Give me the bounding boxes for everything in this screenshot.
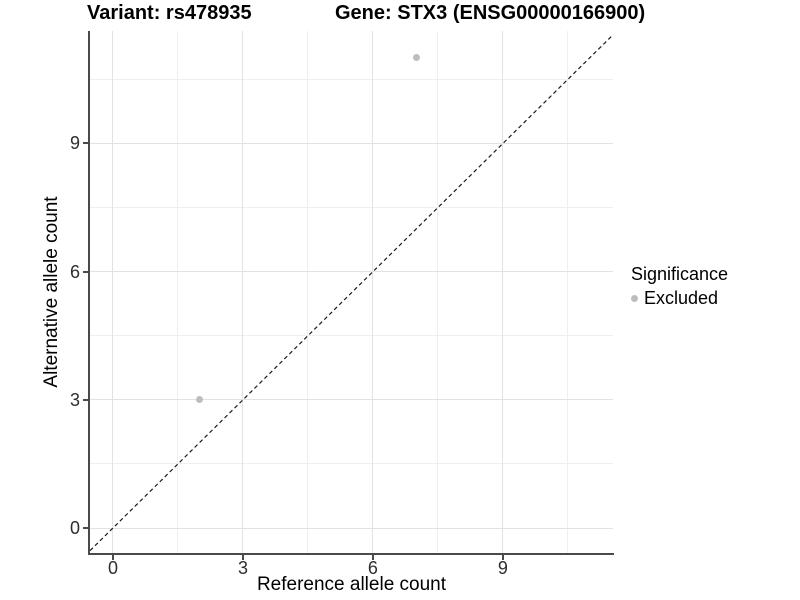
data-point — [196, 396, 204, 404]
horizontal-gridline — [90, 78, 613, 80]
plot-title-variant: Variant: rs478935 — [87, 2, 252, 24]
plot-panel — [90, 31, 613, 553]
y-axis-title: Alternative allele count — [41, 196, 62, 388]
vertical-gridline — [372, 31, 374, 553]
horizontal-gridline — [90, 206, 613, 208]
horizontal-gridline — [90, 335, 613, 337]
y-tick-label: 0 — [69, 518, 80, 538]
legend-title: Significance — [631, 264, 729, 284]
x-tick-mark — [371, 555, 374, 560]
x-axis-line — [88, 553, 614, 555]
legend-item-label: Excluded — [644, 288, 719, 308]
y-tick-mark — [83, 398, 88, 401]
horizontal-gridline — [90, 527, 613, 529]
plot-title-gene: Gene: STX3 (ENSG00000166900) — [335, 2, 646, 24]
horizontal-gridline — [90, 463, 613, 465]
y-tick-label: 3 — [69, 389, 80, 410]
vertical-gridline — [567, 31, 569, 553]
vertical-gridline — [437, 31, 439, 553]
horizontal-gridline — [90, 399, 613, 401]
y-tick-label: 9 — [69, 133, 80, 154]
y-tick-label: 6 — [69, 261, 80, 282]
x-tick-mark — [501, 555, 504, 560]
vertical-gridline — [307, 31, 309, 553]
x-tick-mark — [111, 555, 114, 560]
x-axis-title: Reference allele count — [256, 574, 447, 595]
identity-line — [90, 34, 613, 552]
x-tick-label: 6 — [367, 558, 378, 578]
y-tick-mark — [83, 527, 88, 529]
vertical-gridline — [502, 31, 504, 553]
legend: Significance Excluded — [631, 264, 728, 308]
y-tick-mark — [83, 270, 88, 273]
x-tick-mark — [241, 555, 244, 560]
x-tick-label: 3 — [237, 558, 248, 578]
x-tick-label: 9 — [497, 558, 508, 578]
vertical-gridline — [177, 31, 179, 553]
x-tick-label: 0 — [107, 558, 118, 578]
y-tick-mark — [83, 142, 88, 145]
horizontal-gridline — [90, 142, 613, 144]
vertical-gridline — [112, 31, 114, 553]
legend-item-excluded: Excluded — [631, 288, 728, 308]
horizontal-gridline — [90, 271, 613, 273]
vertical-gridline — [242, 31, 244, 553]
legend-point-swatch — [631, 294, 638, 302]
y-axis-line — [88, 31, 90, 555]
data-point — [412, 54, 420, 62]
